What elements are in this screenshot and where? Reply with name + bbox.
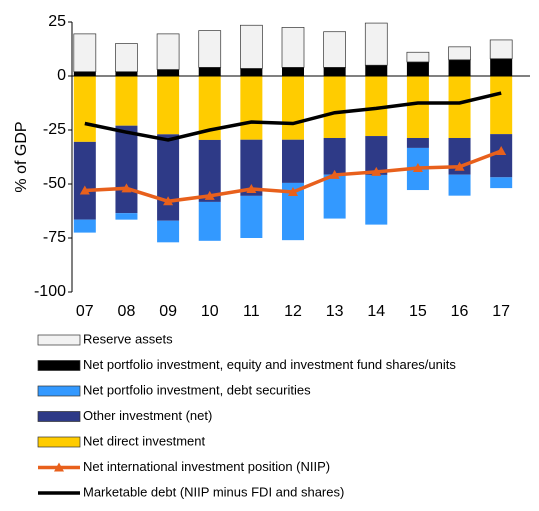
- x-tick-label: 16: [451, 303, 469, 320]
- bar: [448, 76, 471, 138]
- legend-label: Net portfolio investment, equity and inv…: [83, 357, 456, 372]
- bar: [282, 67, 304, 76]
- bar: [157, 134, 180, 221]
- bar: [73, 141, 96, 220]
- x-tick-label: 07: [76, 303, 94, 320]
- x-tick-label: 08: [118, 303, 136, 320]
- bar: [282, 182, 304, 241]
- bar: [490, 58, 513, 76]
- bar: [490, 76, 513, 135]
- bar: [157, 69, 180, 76]
- y-tick-label: -50: [43, 175, 66, 192]
- bar: [489, 39, 513, 60]
- bar: [73, 33, 97, 73]
- line-marker: [121, 183, 132, 193]
- bar: [323, 31, 346, 68]
- line-marker: [163, 196, 174, 206]
- bar: [282, 139, 304, 183]
- bar: [323, 174, 346, 219]
- bar: [240, 76, 263, 140]
- legend-label: Other investment (net): [83, 408, 212, 423]
- line: [84, 91, 502, 142]
- legend-label: Net direct investment: [83, 433, 205, 448]
- bar: [73, 76, 96, 142]
- bar: [115, 76, 138, 126]
- bar: [157, 220, 180, 243]
- bar: [448, 46, 471, 61]
- bar: [240, 139, 263, 196]
- bar: [157, 76, 180, 135]
- bar: [198, 76, 221, 140]
- legend-label: Marketable debt (NIIP minus FDI and shar…: [83, 484, 344, 499]
- bar: [115, 213, 138, 220]
- x-tick-label: 09: [159, 303, 177, 320]
- legend-swatch: [37, 385, 81, 397]
- bar: [73, 219, 96, 233]
- bar: [240, 68, 263, 76]
- line-marker: [371, 166, 382, 176]
- x-tick-label: 13: [326, 303, 344, 320]
- bar: [323, 67, 346, 76]
- bar: [406, 51, 430, 63]
- x-tick-label: 10: [201, 303, 219, 320]
- line-marker: [288, 186, 298, 196]
- line-marker: [329, 169, 340, 179]
- line-marker: [412, 163, 423, 173]
- bar: [198, 30, 222, 68]
- y-tick-label: -25: [43, 121, 66, 138]
- bar: [198, 139, 221, 202]
- y-axis-label: % of GDP: [13, 121, 30, 192]
- x-tick-label: 14: [367, 303, 385, 320]
- y-tick-label: 25: [48, 13, 66, 30]
- bar: [365, 65, 388, 76]
- x-tick-label: 15: [409, 303, 427, 320]
- line-marker: [204, 190, 215, 200]
- bar: [406, 76, 429, 138]
- bar: [281, 27, 305, 68]
- x-tick-label: 12: [284, 303, 302, 320]
- bar: [365, 174, 388, 225]
- bar: [115, 71, 138, 76]
- bar: [282, 76, 304, 140]
- legend-label: Net portfolio investment, debt securitie…: [83, 382, 311, 397]
- bar: [364, 22, 388, 66]
- bar: [406, 137, 429, 148]
- bar: [365, 76, 388, 137]
- bar: [240, 195, 263, 238]
- y-tick-label: -75: [43, 229, 66, 246]
- legend-label: Net international investment position (N…: [83, 459, 330, 474]
- x-tick-label: 11: [243, 303, 260, 320]
- bar: [115, 125, 138, 214]
- y-tick-label: -100: [34, 283, 66, 300]
- line-marker: [496, 145, 507, 155]
- bar: [115, 43, 138, 73]
- y-tick-label: 0: [57, 67, 66, 84]
- line-marker: [79, 185, 90, 195]
- bar: [448, 174, 471, 196]
- bar: [490, 134, 513, 178]
- legend-swatch: [37, 334, 81, 346]
- bar: [156, 33, 180, 70]
- bar: [198, 67, 221, 76]
- bar: [323, 76, 346, 138]
- bar: [240, 24, 263, 69]
- legend-swatch: [37, 436, 81, 448]
- bar: [365, 136, 388, 175]
- line-marker: [246, 183, 257, 193]
- bar: [323, 137, 346, 175]
- bar: [448, 59, 471, 76]
- x-tick-label: 17: [492, 303, 510, 320]
- bar: [73, 71, 96, 76]
- legend-marker: [54, 462, 64, 472]
- legend-swatch: [37, 411, 81, 422]
- bar: [198, 201, 221, 241]
- legend-label: Reserve assets: [83, 331, 173, 346]
- line-marker: [454, 161, 465, 171]
- bar: [490, 177, 513, 189]
- bar: [406, 61, 429, 76]
- legend-swatch: [37, 360, 81, 371]
